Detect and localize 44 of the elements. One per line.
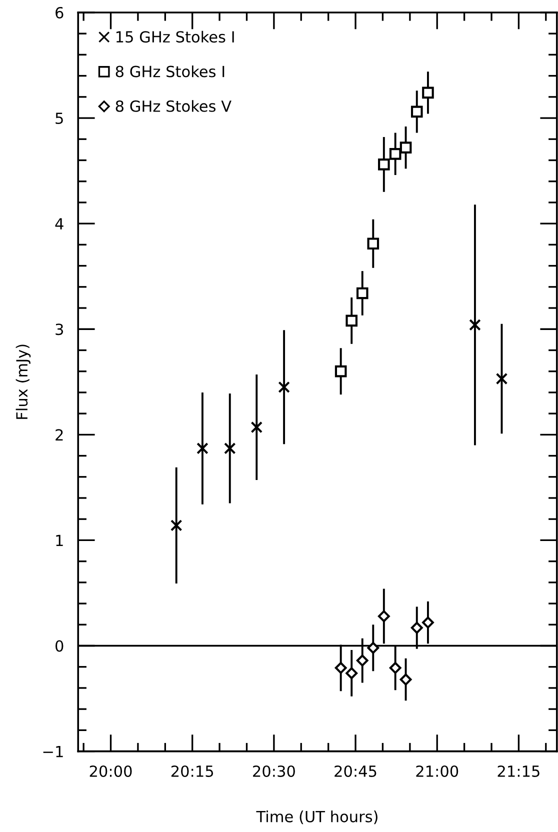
point xyxy=(367,238,380,250)
y-tick-label: 3 xyxy=(56,324,64,336)
point xyxy=(422,86,434,99)
point xyxy=(367,642,380,654)
y-tick-label: 6 xyxy=(56,6,64,18)
point xyxy=(389,148,402,160)
point xyxy=(422,616,434,628)
x-tick-label: 20:30 xyxy=(253,765,295,778)
point xyxy=(410,622,423,634)
y-tick-label: 1 xyxy=(56,534,63,546)
y-tick-label: 4 xyxy=(55,218,64,230)
point xyxy=(356,654,368,666)
point xyxy=(378,158,390,170)
y-tick-label: 2 xyxy=(56,429,63,440)
point xyxy=(469,318,481,331)
point xyxy=(400,674,412,686)
legend-label: 15 GHz Stokes I xyxy=(116,30,234,43)
x-tick-label: 20:00 xyxy=(90,765,132,778)
point xyxy=(346,667,358,680)
point xyxy=(400,142,412,154)
x-tick-label: 21:15 xyxy=(498,765,540,778)
point xyxy=(496,372,508,385)
legend-label: 8 GHz Stokes I xyxy=(116,65,224,78)
legend-label: 8 GHz Stokes V xyxy=(116,100,232,112)
point xyxy=(250,421,263,434)
point xyxy=(378,610,390,622)
point xyxy=(170,520,182,532)
x-axis-title: Time (UT hours) xyxy=(256,810,378,824)
point xyxy=(334,365,347,378)
x-tick-label: 21:00 xyxy=(416,765,458,778)
point xyxy=(196,442,208,454)
x-tick-label: 20:15 xyxy=(171,765,214,778)
point xyxy=(389,662,402,674)
x-tick-label: 20:45 xyxy=(334,765,376,778)
point xyxy=(224,442,236,454)
point xyxy=(356,287,368,300)
point xyxy=(334,662,347,674)
y-tick-label: −1 xyxy=(43,746,63,758)
y-tick-label: 0 xyxy=(56,640,64,652)
point xyxy=(278,381,290,394)
y-tick-label: 5 xyxy=(56,112,63,124)
y-axis-title: Flux (mJy) xyxy=(16,344,31,419)
point xyxy=(346,314,358,327)
point xyxy=(410,106,423,118)
